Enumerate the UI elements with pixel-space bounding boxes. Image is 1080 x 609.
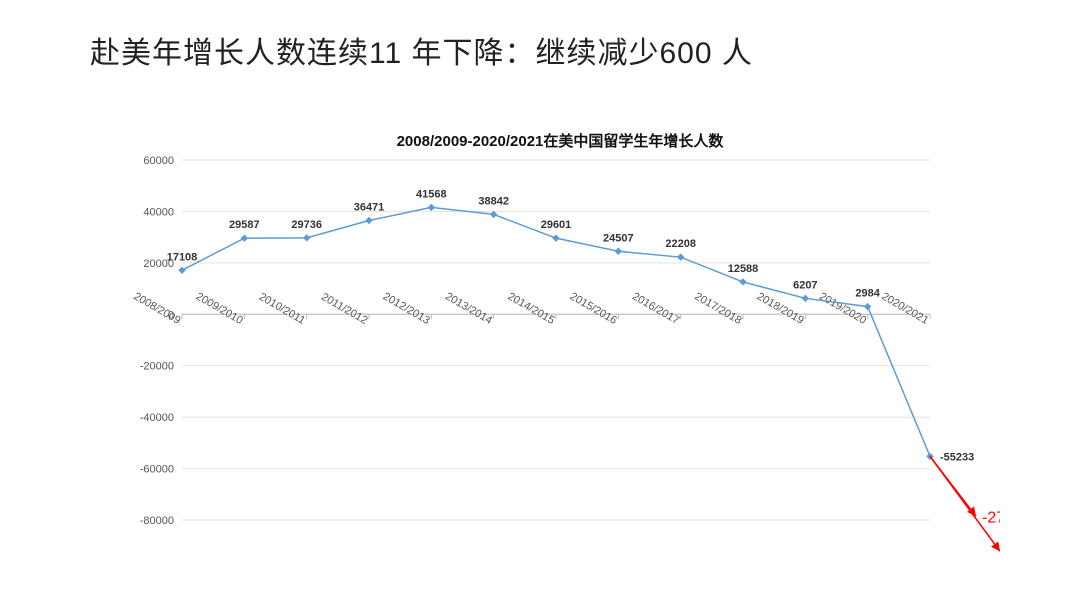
- data-label: 12588: [728, 263, 759, 275]
- y-tick-label: -80000: [140, 515, 174, 527]
- data-label: 36471: [354, 202, 385, 214]
- y-tick-label: -20000: [140, 361, 174, 373]
- chart-svg: -80000-60000-40000-200000200004000060000…: [120, 130, 1000, 590]
- x-tick-label: 2015/2016: [568, 290, 619, 326]
- growth-line-chart: 2008/2009-2020/2021在美中国留学生年增长人数 -80000 -6…: [120, 130, 1000, 590]
- page-title: 赴美年增长人数连续11 年下降：继续减少600 人: [90, 28, 753, 72]
- data-label: 41568: [416, 188, 447, 200]
- x-tick-label: 2020/2021: [879, 290, 930, 326]
- data-label: 29587: [229, 219, 260, 231]
- data-marker: [428, 204, 434, 210]
- data-label: -55233: [940, 451, 974, 463]
- data-marker: [179, 267, 185, 273]
- data-marker: [802, 295, 808, 301]
- x-tick-label: 2016/2017: [630, 290, 681, 326]
- data-marker: [241, 235, 247, 241]
- data-marker: [553, 235, 559, 241]
- x-tick-label: 2012/2013: [381, 290, 432, 326]
- data-label: 2984: [855, 288, 880, 300]
- x-tick-label: 2014/2015: [505, 290, 556, 326]
- y-tick-label: -40000: [140, 412, 174, 424]
- x-tick-label: 2013/2014: [443, 290, 494, 326]
- chart-title: 2008/2009-2020/2021在美中国留学生年增长人数: [120, 130, 1000, 151]
- data-label: 24507: [603, 232, 634, 244]
- data-marker: [491, 211, 497, 217]
- data-label: 29736: [291, 219, 322, 231]
- data-label: 17108: [167, 251, 198, 263]
- data-marker: [740, 279, 746, 285]
- x-tick-label: 2008/2009: [131, 290, 182, 326]
- x-tick-label: 2011/2012: [319, 291, 369, 327]
- data-marker: [304, 235, 310, 241]
- data-marker: [865, 304, 871, 310]
- x-tick-label: 2010/2011: [257, 291, 307, 327]
- series-line: [182, 207, 930, 456]
- data-label: 22208: [665, 238, 696, 250]
- data-label: 6207: [793, 279, 817, 291]
- y-tick-label: -60000: [140, 464, 174, 476]
- projection-arrow: [930, 456, 1000, 551]
- x-tick-label: 2009/2010: [194, 290, 245, 326]
- data-marker: [615, 248, 621, 254]
- data-label: 38842: [478, 195, 509, 207]
- data-marker: [366, 218, 372, 224]
- x-tick-label: 2017/2018: [692, 290, 743, 326]
- y-tick-label: 60000: [143, 155, 174, 167]
- projection-label: -27213: [982, 509, 1000, 526]
- data-label: 29601: [541, 219, 572, 231]
- data-marker: [678, 254, 684, 260]
- y-tick-label: 40000: [143, 206, 174, 218]
